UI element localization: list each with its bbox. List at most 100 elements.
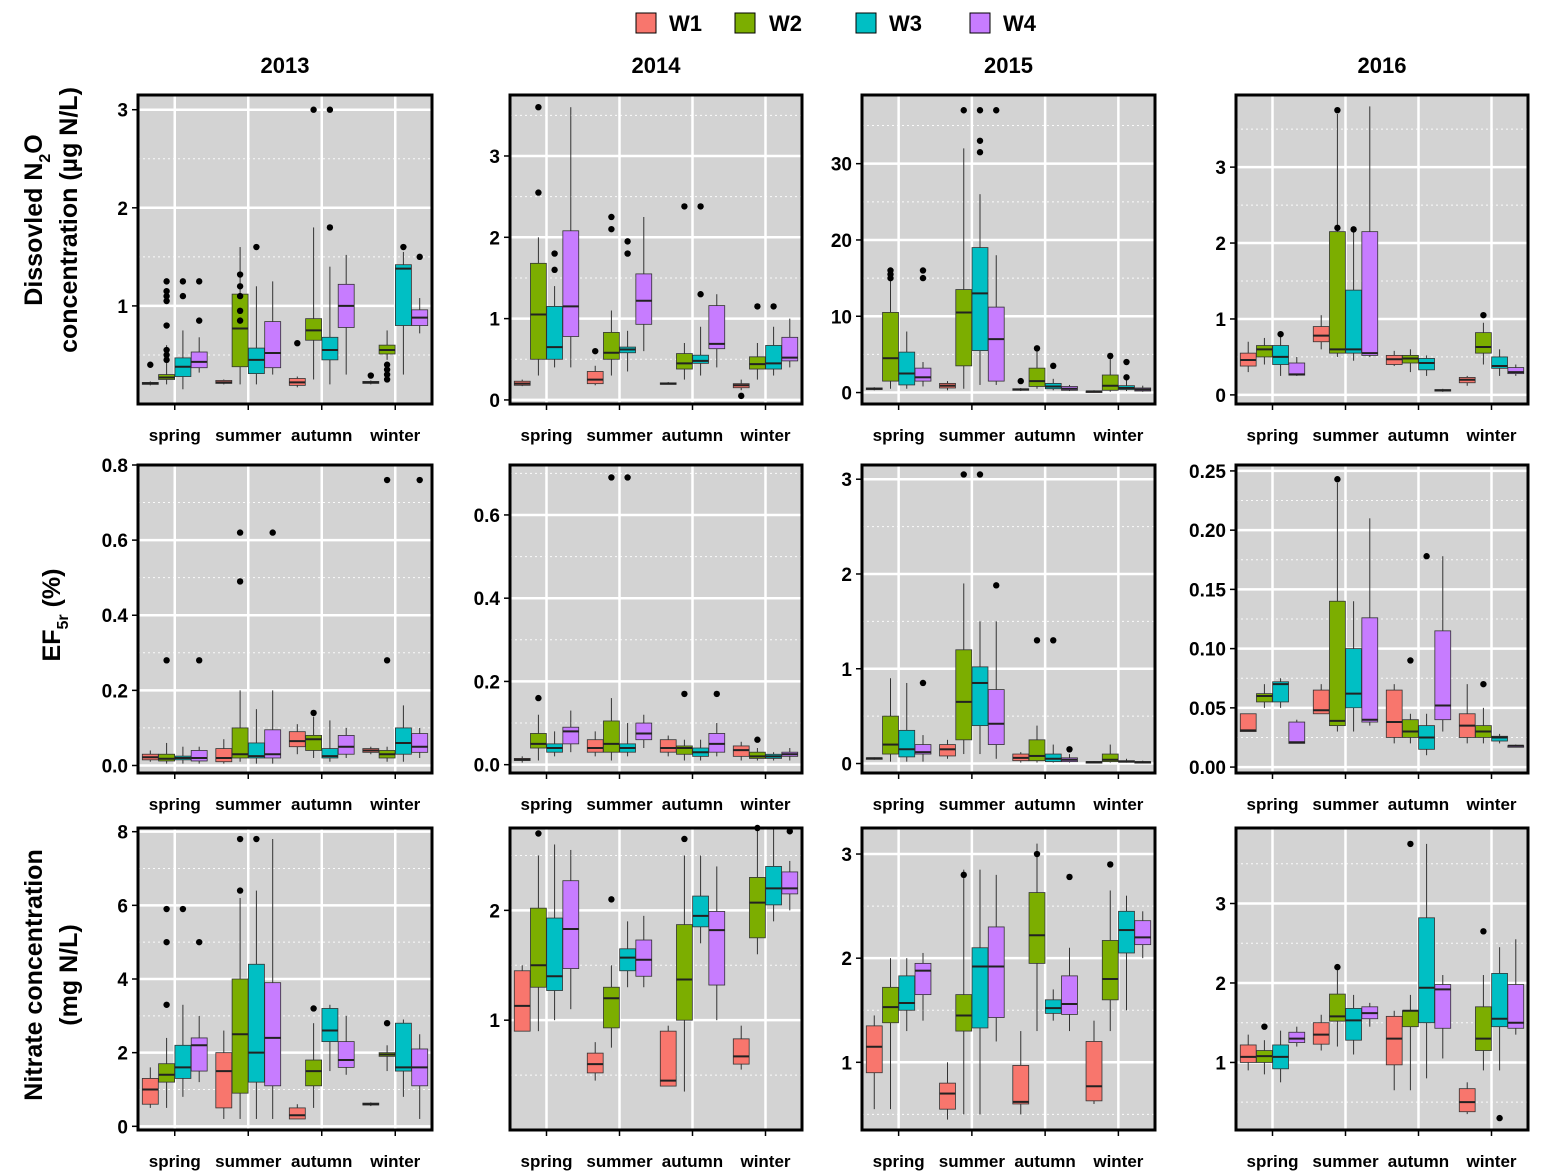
box-W2-summer (231, 293, 249, 368)
category-label-autumn: autumn (662, 426, 723, 445)
panel-background (862, 465, 1155, 773)
box-W4-autumn (708, 911, 726, 986)
box-W1-spring (513, 970, 531, 1032)
row-label-1-main: Dissovled N (20, 163, 48, 306)
outlier-point (1480, 311, 1487, 319)
category-label-summer: summer (1312, 1152, 1379, 1171)
box-W4-spring (1288, 1031, 1306, 1043)
outlier-point (993, 107, 1000, 114)
outlier-point (1033, 637, 1041, 644)
panel-0-0: 1 2 3 spring summer autumn winter 2013 (117, 53, 434, 445)
outlier-point (294, 339, 301, 347)
category-label-winter: winter (1465, 795, 1516, 814)
y-tick-label: 0.6 (102, 531, 128, 552)
box-W1-summer (586, 371, 604, 385)
box-W3-summer (971, 666, 989, 727)
outlier-point (1123, 374, 1130, 381)
y-tick-label: 0.0 (474, 756, 500, 777)
box-W4-winter (781, 871, 799, 895)
box-W3-summer (1345, 648, 1362, 709)
box-W3-winter (765, 345, 782, 370)
outlier-point (1407, 657, 1414, 664)
outlier-point (163, 1001, 170, 1008)
panel-frame (508, 826, 804, 1132)
box-W4-autumn (1061, 975, 1078, 1015)
box-W1-summer (1312, 326, 1330, 343)
box-W3-summer (248, 963, 265, 1083)
category-label-autumn: autumn (1014, 1152, 1075, 1171)
category-label-autumn: autumn (291, 1152, 352, 1171)
box-W1-winter (732, 1038, 750, 1065)
box-W4-spring (190, 750, 208, 762)
outlier-point (163, 322, 170, 329)
box-W2-winter (1101, 374, 1119, 391)
box-W3-winter (395, 264, 412, 326)
outlier-point (535, 103, 542, 111)
y-tick-label: 1 (117, 297, 128, 318)
outlier-point (236, 283, 244, 290)
outlier-point (383, 1019, 391, 1027)
category-label-winter: winter (1092, 426, 1143, 445)
box-W4-autumn (708, 733, 726, 753)
outlier-point (1496, 1114, 1503, 1122)
y-tick-label: 0 (489, 391, 500, 412)
box-W4-spring (1288, 721, 1306, 744)
y-tick-label: 3 (117, 101, 128, 122)
outlier-point (1407, 840, 1414, 848)
box-W2-winter (749, 751, 766, 759)
outlier-point (608, 474, 615, 481)
outlier-point (400, 243, 407, 251)
box-W2-summer (1329, 600, 1346, 727)
category-label-summer: summer (939, 1152, 1006, 1171)
box-W1-winter (1458, 1088, 1476, 1113)
box-W4-summer (987, 689, 1005, 745)
outlier-point (179, 905, 187, 913)
panel-1-0: 0.0 0.2 0.4 0.6 0.8 spring summer autumn winter (102, 456, 434, 814)
outlier-point (1334, 476, 1341, 483)
outlier-point (147, 361, 154, 368)
outlier-point (608, 896, 615, 903)
y-tick-label: 0.00 (1189, 758, 1226, 779)
box-W4-summer (987, 306, 1005, 382)
outlier-point (1066, 746, 1073, 753)
box-W2-spring (882, 312, 899, 382)
y-tick-label: 0.10 (1189, 640, 1226, 661)
category-label-spring: spring (521, 426, 573, 445)
outlier-point (1480, 928, 1487, 935)
category-label-summer: summer (215, 795, 282, 814)
row-label-2-sub: 5r (55, 614, 72, 629)
box-W3-spring (898, 975, 916, 1011)
box-W4-spring (562, 880, 580, 969)
panel-frame (860, 463, 1157, 775)
outlier-point (919, 679, 927, 687)
category-label-autumn: autumn (291, 795, 352, 814)
box-W4-spring (190, 351, 208, 369)
y-tick-label: 0.6 (474, 506, 500, 527)
legend-swatch-w1 (635, 12, 657, 34)
outlier-point (1277, 330, 1284, 338)
outlier-point (713, 690, 720, 698)
box-W2-summer (955, 994, 973, 1032)
outlier-point (1334, 224, 1341, 232)
outlier-point (551, 250, 558, 257)
row-label-1-tail: O (20, 134, 48, 153)
category-label-winter: winter (739, 426, 790, 445)
category-label-winter: winter (1092, 1152, 1143, 1171)
panel-frame (136, 93, 434, 406)
box-W3-autumn (321, 336, 339, 361)
row-label-2: EF5r (%) (38, 569, 72, 662)
outlier-point (738, 392, 745, 400)
outlier-point (919, 267, 927, 274)
panel-background (138, 465, 432, 773)
category-label-autumn: autumn (662, 795, 723, 814)
box-W1-winter (1085, 1041, 1103, 1102)
box-W2-summer (603, 986, 620, 1029)
outlier-point (1050, 362, 1057, 370)
outlier-point (326, 224, 334, 231)
y-tick-label: 3 (1215, 895, 1226, 916)
category-label-spring: spring (149, 426, 201, 445)
box-W3-summer (1345, 289, 1362, 354)
panel-frame (860, 826, 1157, 1132)
outlier-point (163, 356, 170, 364)
box-W2-summer (1329, 231, 1346, 354)
